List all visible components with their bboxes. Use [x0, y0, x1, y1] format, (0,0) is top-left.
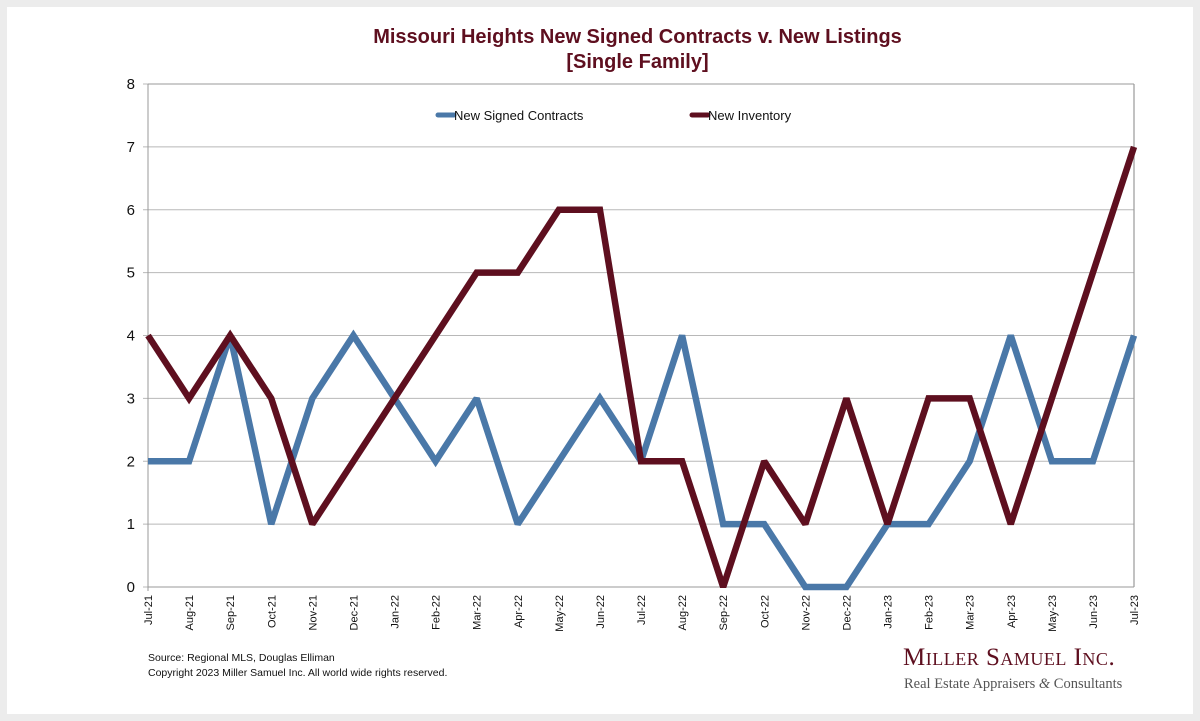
- legend-label-0: New Signed Contracts: [454, 108, 584, 123]
- x-tick-label: Sep-22: [718, 595, 730, 630]
- brand-tagline-ampersand: &: [1038, 676, 1051, 692]
- x-tick-label: Mar-22: [472, 595, 484, 630]
- y-tick-label: 5: [127, 265, 135, 282]
- series-line-new-inventory: [145, 145, 1138, 589]
- x-tick-label: Feb-22: [431, 595, 443, 630]
- gridlines: [143, 83, 1134, 588]
- x-tick-label: Dec-22: [841, 595, 853, 630]
- chart-title: Missouri Heights New Signed Contracts v.…: [0, 25, 1200, 75]
- source-note: Source: Regional MLS, Douglas Elliman: [148, 652, 335, 664]
- y-tick-label: 1: [127, 516, 135, 533]
- y-tick-label: 4: [127, 328, 135, 345]
- brand-tagline-part1: Real Estate Appraisers: [904, 676, 1039, 692]
- brand-logo-name: Miller Samuel Inc.: [903, 644, 1116, 671]
- x-tick-label: Feb-23: [924, 595, 936, 630]
- x-tick-label: Oct-21: [266, 595, 278, 628]
- x-tick-label: May-23: [1047, 595, 1059, 632]
- y-tick-label: 8: [127, 76, 135, 93]
- x-tick-label: Sep-21: [225, 595, 237, 630]
- y-tick-label: 3: [127, 390, 135, 407]
- y-tick-label: 0: [127, 579, 135, 596]
- x-tick-label: Dec-21: [348, 595, 360, 630]
- x-tick-label: Oct-22: [759, 595, 771, 628]
- x-tick-label: Jul-22: [636, 595, 648, 625]
- x-tick-label: Jul-21: [143, 595, 155, 625]
- chart-title-main: Missouri Heights New Signed Contracts v.…: [373, 26, 902, 48]
- x-tick-label: Jul-23: [1129, 595, 1141, 625]
- chart-card: [7, 7, 1193, 714]
- axes: [147, 83, 1135, 591]
- x-tick-label: Aug-21: [184, 595, 196, 630]
- y-tick-label: 7: [127, 139, 135, 156]
- y-tick-labels: 0 1 2 3 4 5 6 7 8: [127, 76, 135, 596]
- x-tick-label: Jan-23: [883, 595, 895, 629]
- x-tick-label: Apr-22: [513, 595, 525, 628]
- chart-subtitle: [Single Family]: [566, 51, 709, 73]
- x-tick-label: Jan-22: [390, 595, 402, 629]
- legend-label-1: New Inventory: [708, 108, 792, 123]
- y-tick-label: 6: [127, 202, 135, 219]
- brand-tagline-part2: Consultants: [1050, 676, 1123, 692]
- legend: New Signed Contracts New Inventory: [435, 108, 792, 123]
- x-tick-label: Jun-22: [595, 595, 607, 629]
- x-tick-label: Nov-21: [307, 595, 319, 630]
- x-tick-labels: Jul-21 Aug-21 Sep-21 Oct-21 Nov-21 Dec-21 Jan-…: [143, 595, 1141, 632]
- x-tick-label: Mar-23: [965, 595, 977, 630]
- x-tick-label: Aug-22: [677, 595, 689, 630]
- y-tick-label: 2: [127, 453, 135, 470]
- x-tick-label: Nov-22: [800, 595, 812, 630]
- series-lines: [145, 145, 1138, 591]
- x-tick-label: Apr-23: [1006, 595, 1018, 628]
- copyright-note: Copyright 2023 Miller Samuel Inc. All wo…: [148, 667, 448, 679]
- brand-tagline: Real Estate Appraisers & Consultants: [904, 676, 1122, 693]
- x-tick-label: May-22: [554, 595, 566, 632]
- x-tick-label: Jun-23: [1088, 595, 1100, 629]
